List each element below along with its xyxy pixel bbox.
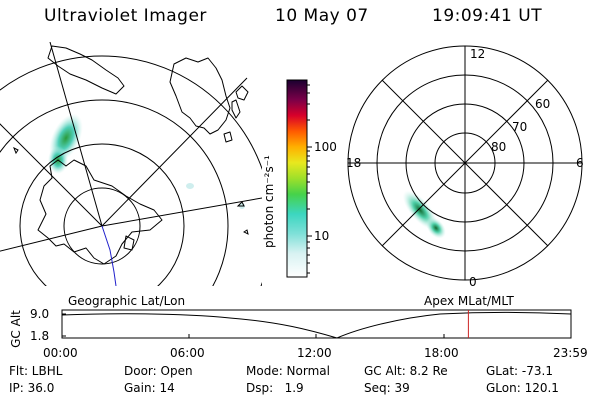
footer-glat: GLat: -73.1 xyxy=(486,364,553,378)
altitude-axis-label: GC Alt xyxy=(9,310,23,348)
mlt-label-6: 6 xyxy=(576,156,584,170)
altitude-tick-low: 1.8 xyxy=(30,329,50,343)
header-title: Ultraviolet Imager xyxy=(44,6,207,26)
time-tick-1200: 12:00 xyxy=(297,346,332,360)
mlt-label-0: 0 xyxy=(469,275,477,289)
footer-gain: Gain: 14 xyxy=(124,381,175,395)
time-tick-1800: 18:00 xyxy=(424,346,459,360)
time-tick-0600: 06:00 xyxy=(170,346,205,360)
header-date: 10 May 07 xyxy=(275,6,369,26)
colorbar-tick-10: 10 xyxy=(314,229,330,243)
footer-seq: Seq: 39 xyxy=(364,381,410,395)
footer-gc-alt: GC Alt: 8.2 Re xyxy=(364,364,448,378)
colorbar-unit-label: photon cm⁻²s⁻¹ xyxy=(262,155,276,248)
mlt-label-18: 18 xyxy=(346,156,362,170)
lat-label-70: 70 xyxy=(512,120,528,134)
header-time: 19:09:41 UT xyxy=(432,6,543,26)
altitude-tick-high: 9.0 xyxy=(30,307,50,321)
mlt-label-12: 12 xyxy=(470,47,486,61)
geographic-map xyxy=(0,42,262,286)
time-tick-2359: 23:59 xyxy=(553,346,588,360)
left-plot-caption: Geographic Lat/Lon xyxy=(68,294,186,308)
footer-ip: IP: 36.0 xyxy=(9,381,55,395)
footer-mode: Mode: Normal xyxy=(246,364,330,378)
colorbar xyxy=(286,79,312,278)
colorbar-tick-100: 100 xyxy=(314,140,337,154)
lat-label-80: 80 xyxy=(491,140,507,154)
lat-label-60: 60 xyxy=(535,97,551,111)
right-plot-caption: Apex MLat/MLT xyxy=(424,294,514,308)
time-tick-0000: 00:00 xyxy=(43,346,78,360)
footer-dsp: Dsp: 1.9 xyxy=(246,381,304,395)
footer-glon: GLon: 120.1 xyxy=(486,381,559,395)
altitude-strip xyxy=(61,309,572,339)
footer-door: Door: Open xyxy=(124,364,193,378)
magnetic-polar-plot xyxy=(347,45,583,281)
footer-filter: Flt: LBHL xyxy=(9,364,63,378)
